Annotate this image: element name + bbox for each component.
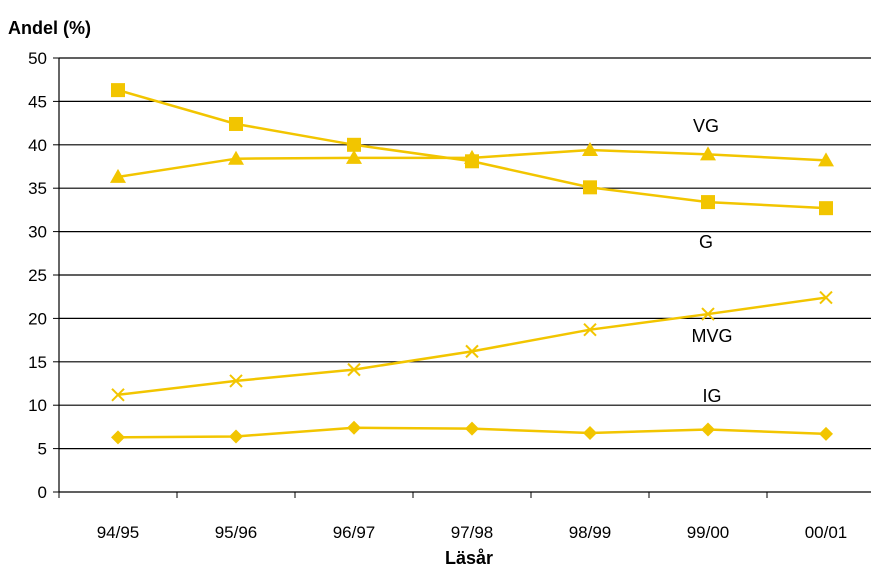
data-point-x bbox=[229, 374, 243, 388]
x-marker-stroke bbox=[819, 290, 833, 305]
data-point-x bbox=[111, 388, 125, 402]
series-vg bbox=[110, 142, 834, 183]
series-ig bbox=[111, 420, 833, 445]
x-tick-label: 99/00 bbox=[687, 523, 730, 542]
y-tick-label: 30 bbox=[28, 223, 47, 242]
y-tick-label: 25 bbox=[28, 266, 47, 285]
data-point-square bbox=[347, 137, 361, 152]
series-line-g bbox=[117, 88, 827, 210]
x-tick-label: 94/95 bbox=[97, 523, 140, 542]
x-marker-stroke bbox=[465, 344, 479, 359]
data-point-triangle bbox=[700, 146, 716, 161]
y-tick-label: 15 bbox=[28, 353, 47, 372]
data-point-triangle bbox=[110, 168, 126, 183]
data-point-triangle bbox=[818, 152, 834, 167]
y-tick-label: 50 bbox=[28, 49, 47, 68]
data-point-diamond bbox=[111, 430, 125, 445]
x-marker-stroke bbox=[583, 322, 597, 337]
data-point-x bbox=[701, 307, 715, 321]
axes: 0 5 10 15 20 25 30 35 40 45 50 94/95 95/96 96/97 97/98… bbox=[28, 49, 871, 542]
data-point-x bbox=[465, 344, 479, 359]
data-point-square bbox=[111, 83, 125, 98]
data-point-square bbox=[701, 195, 715, 210]
y-tick-label: 10 bbox=[28, 396, 47, 415]
series-line-mvg bbox=[117, 296, 827, 397]
series-label-g: G bbox=[699, 232, 713, 252]
data-point-triangle bbox=[346, 149, 362, 164]
y-tick-label: 20 bbox=[28, 309, 47, 328]
data-point-diamond bbox=[465, 421, 479, 436]
y-tick-label: 0 bbox=[38, 483, 47, 502]
grid-lines bbox=[59, 57, 871, 450]
x-marker-stroke bbox=[229, 374, 243, 388]
data-point-diamond bbox=[701, 422, 715, 437]
series-label-ig: IG bbox=[702, 386, 721, 406]
data-point-x bbox=[583, 322, 597, 337]
series-group bbox=[110, 83, 834, 445]
x-marker-stroke bbox=[347, 362, 361, 377]
data-point-x bbox=[819, 290, 833, 305]
data-point-x bbox=[347, 362, 361, 377]
data-point-triangle bbox=[464, 149, 480, 164]
series-g bbox=[111, 83, 833, 216]
data-point-diamond bbox=[583, 425, 597, 440]
data-point-triangle bbox=[228, 150, 244, 165]
x-tick-label: 95/96 bbox=[215, 523, 258, 542]
data-point-diamond bbox=[347, 420, 361, 435]
series-label-mvg: MVG bbox=[691, 326, 732, 346]
series-mvg bbox=[111, 290, 833, 402]
series-label-vg: VG bbox=[693, 116, 719, 136]
data-point-square bbox=[819, 201, 833, 216]
y-axis-title: Andel (%) bbox=[8, 18, 91, 38]
data-point-diamond bbox=[229, 429, 243, 444]
data-point-square bbox=[229, 116, 243, 131]
series-labels: G VG MVG IG bbox=[691, 116, 732, 406]
x-marker-stroke bbox=[701, 307, 715, 321]
x-axis-title: Läsår bbox=[445, 548, 493, 568]
x-tick-label: 98/99 bbox=[569, 523, 612, 542]
x-tick-label: 96/97 bbox=[333, 523, 376, 542]
data-point-square bbox=[583, 180, 597, 195]
data-point-diamond bbox=[819, 426, 833, 441]
y-tick-label: 45 bbox=[28, 92, 47, 111]
x-tick-label: 97/98 bbox=[451, 523, 494, 542]
y-tick-label: 40 bbox=[28, 136, 47, 155]
data-point-triangle bbox=[582, 142, 598, 157]
y-tick-label: 5 bbox=[38, 440, 47, 459]
y-tick-label: 35 bbox=[28, 179, 47, 198]
x-tick-label: 00/01 bbox=[805, 523, 848, 542]
x-marker-stroke bbox=[111, 388, 125, 402]
